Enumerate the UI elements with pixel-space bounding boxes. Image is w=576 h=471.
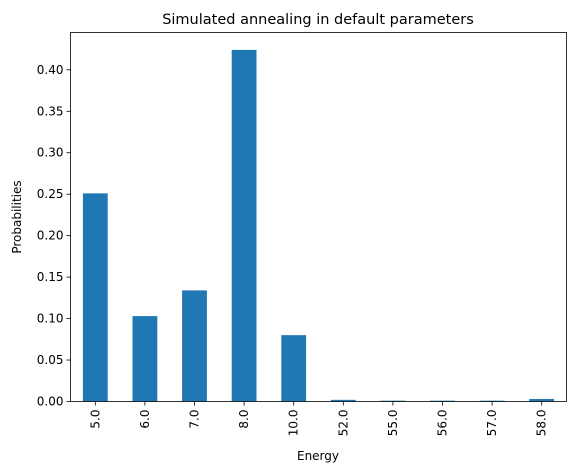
x-tick-label: 55.0 [386,410,400,437]
x-tick-label: 6.0 [138,410,152,429]
plot-frame [70,32,567,402]
bars-group [82,49,555,402]
x-tick-label: 8.0 [237,410,251,429]
x-tick-label: 56.0 [436,410,450,437]
bar-52.0 [330,399,356,402]
y-tick-label: 0.10 [37,312,64,326]
y-tick-label: 0.30 [37,146,64,160]
x-axis-label: Energy [297,449,339,463]
y-axis-label: Probabilities [10,180,24,253]
y-tick-label: 0.25 [37,187,64,201]
x-tick-label: 10.0 [287,410,301,437]
bar-55.0 [380,400,406,402]
y-tick-label: 0.00 [37,395,64,409]
y-tick-label: 0.20 [37,229,64,243]
x-tick-label: 52.0 [336,410,350,437]
x-tick-label: 5.0 [88,410,102,429]
x-axis: 5.0 6.0 7.0 8.0 10.0 52.0 55.0 56.0 57.0 58.0 [88,401,549,437]
bar-5.0 [82,193,108,402]
bar-7.0 [182,290,207,402]
bar-56.0 [430,400,455,402]
y-axis: 0.00 0.05 0.10 0.15 0.20 0.25 0.30 0.35 0.40 [37,63,71,409]
x-tick-label: 7.0 [188,410,202,429]
y-tick-label: 0.15 [37,270,64,284]
x-tick-label: 58.0 [535,410,549,437]
y-tick-label: 0.40 [37,63,64,77]
y-tick-label: 0.05 [37,353,64,367]
bar-6.0 [132,316,158,402]
bar-8.0 [231,49,257,402]
chart-title: Simulated annealing in default parameter… [162,12,474,28]
bar-58.0 [529,399,555,402]
y-tick-label: 0.35 [37,104,64,118]
bar-10.0 [281,335,307,402]
x-tick-label: 57.0 [485,410,499,437]
bar-57.0 [479,400,505,402]
